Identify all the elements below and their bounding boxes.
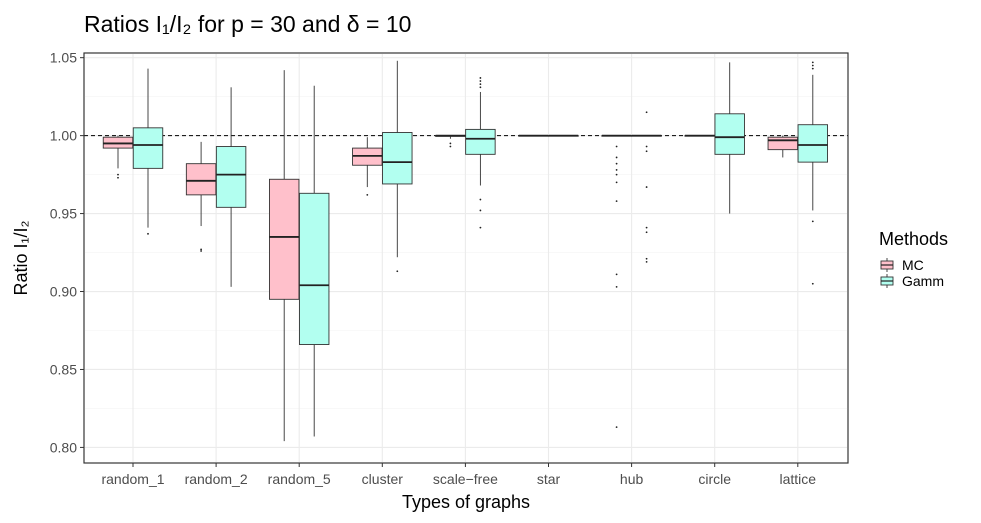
x-axis: random_1 random_2 random_5 cluster scale−fre… — [101, 463, 816, 487]
outlier-mc-6 — [615, 169, 618, 171]
outlier-gamm-4 — [479, 86, 482, 89]
y-axis-title: Ratio I₁/I₂ — [11, 220, 31, 295]
outlier-mc-6 — [615, 181, 618, 184]
legend-label-mc: MC — [902, 257, 924, 273]
y-tick-label: 0.95 — [50, 206, 77, 222]
y-tick-label: 0.80 — [50, 439, 77, 455]
outlier-mc-0 — [117, 173, 119, 176]
outlier-mc-6 — [615, 156, 618, 159]
x-tick-label: cluster — [362, 471, 404, 487]
box-mc-1 — [185, 163, 217, 196]
outlier-mc-1 — [200, 250, 203, 252]
legend-key-gamm — [880, 274, 894, 288]
outlier-gamm-6 — [645, 186, 648, 188]
outlier-gamm-4 — [479, 226, 482, 229]
outlier-mc-6 — [615, 200, 618, 202]
outlier-mc-6 — [615, 285, 618, 288]
legend-label-gamm: Gamm — [902, 273, 944, 289]
outlier-gamm-4 — [479, 77, 482, 79]
outlier-mc-6 — [615, 426, 618, 429]
outlier-gamm-8 — [811, 67, 814, 70]
plot-border — [83, 52, 849, 464]
outlier-mc-0 — [117, 176, 119, 179]
box-gamm-1 — [215, 146, 247, 208]
outlier-gamm-4 — [479, 198, 482, 201]
x-tick-label: random_2 — [185, 471, 248, 487]
outlier-gamm-6 — [645, 145, 648, 148]
outlier-mc-6 — [615, 162, 618, 165]
x-tick-label: star — [537, 471, 561, 487]
outlier-mc-4 — [449, 142, 452, 145]
outlier-gamm-6 — [645, 226, 648, 229]
boxplots — [102, 60, 828, 442]
outlier-mc-6 — [615, 273, 618, 276]
box-gamm-4 — [465, 128, 496, 155]
box-gamm-7 — [714, 113, 745, 155]
y-tick-label: 0.90 — [50, 284, 77, 300]
outlier-gamm-0 — [147, 232, 149, 235]
legend-key-mc — [880, 258, 894, 272]
outlier-mc-6 — [615, 145, 618, 148]
box-gamm-0 — [132, 127, 164, 169]
outlier-gamm-8 — [811, 64, 814, 67]
outlier-gamm-6 — [645, 150, 648, 153]
outlier-gamm-3 — [396, 270, 399, 273]
outlier-mc-4 — [449, 145, 452, 148]
outlier-gamm-8 — [811, 220, 814, 223]
outlier-mc-6 — [615, 173, 618, 176]
outlier-gamm-6 — [645, 231, 648, 234]
y-axis: 0.80 0.85 0.90 0.95 1.00 1.05 — [50, 50, 84, 455]
x-tick-label: random_5 — [268, 471, 331, 487]
y-tick-label: 0.85 — [50, 361, 77, 377]
outlier-gamm-4 — [479, 209, 482, 212]
outlier-gamm-6 — [645, 260, 648, 263]
box-mc-2 — [269, 178, 300, 300]
x-tick-label: circle — [698, 471, 731, 487]
chart-title: Ratios I₁/I₂ for p = 30 and δ = 10 — [84, 11, 411, 37]
x-tick-label: hub — [620, 471, 644, 487]
outlier-mc-3 — [366, 193, 369, 196]
outlier-mc-1 — [200, 248, 203, 251]
box-gamm-3 — [382, 132, 413, 185]
y-tick-label: 1.05 — [50, 50, 77, 66]
outlier-gamm-8 — [811, 61, 814, 64]
outlier-gamm-4 — [479, 80, 482, 82]
legend-title: Methods — [879, 229, 948, 249]
box-mc-8 — [767, 136, 798, 151]
outlier-gamm-6 — [645, 111, 648, 114]
outlier-gamm-6 — [645, 257, 648, 260]
y-tick-label: 1.00 — [50, 128, 77, 144]
outlier-gamm-4 — [479, 83, 482, 86]
box-gamm-8 — [797, 124, 828, 163]
outlier-gamm-8 — [811, 282, 814, 285]
box-gamm-2 — [299, 192, 330, 345]
x-axis-title: Types of graphs — [402, 492, 530, 512]
x-tick-label: lattice — [780, 471, 817, 487]
x-tick-label: random_1 — [101, 471, 164, 487]
x-tick-label: scale−free — [433, 471, 498, 487]
